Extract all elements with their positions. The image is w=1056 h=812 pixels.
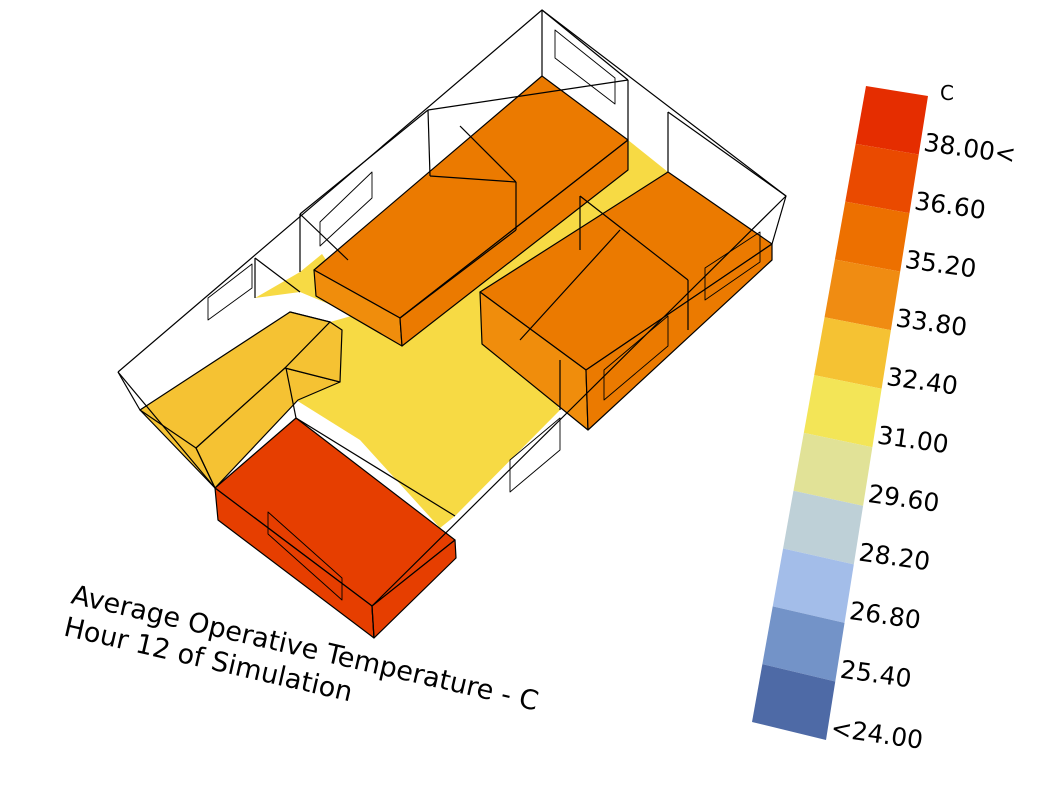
color-legend: C 38.00< 36.60 35.20 33.80 32.40 31.00 29.60 28…: [752, 81, 1018, 755]
legend-tick-label: 25.40: [838, 655, 913, 694]
legend-tick-label: 32.40: [885, 362, 960, 401]
legend-tick-label: 35.20: [903, 245, 978, 284]
window-west: [207, 263, 253, 321]
legend-swatch: [814, 317, 891, 389]
legend-tick-label: 28.20: [857, 538, 932, 577]
legend-swatch: [793, 432, 873, 506]
legend-swatch: [783, 490, 864, 565]
window-north-2: [319, 171, 373, 247]
legend-swatch: [824, 259, 901, 331]
legend-tick-label: <24.00: [829, 713, 925, 755]
zone-east-side: [585, 243, 773, 431]
legend-swatch: [834, 201, 910, 272]
zone-north-side: [399, 139, 629, 347]
legend-swatch: [752, 664, 836, 740]
legend-swatch: [845, 143, 919, 214]
legend-color-bar: [752, 86, 928, 740]
building-wireframe: [117, 9, 787, 639]
zone-corridor: [255, 140, 668, 528]
legend-tick-label: 38.00<: [922, 128, 1018, 170]
window-south-2: [267, 511, 343, 601]
legend-tick-label: 26.80: [848, 596, 923, 635]
legend-swatch: [803, 375, 882, 448]
legend-tick-label: 33.80: [894, 303, 969, 342]
building-model: [117, 9, 787, 639]
legend-tick-label: 31.00: [876, 420, 951, 459]
window-south-1: [509, 417, 561, 493]
window-north-1: [554, 29, 616, 105]
legend-tick-label: 36.60: [913, 186, 988, 225]
legend-swatch: [772, 548, 854, 623]
chart-title: Average Operative Temperature - C Hour 1…: [61, 580, 541, 718]
windows: [207, 29, 761, 601]
window-east-2: [603, 315, 669, 401]
legend-swatch: [855, 86, 928, 155]
legend-swatch: [762, 606, 845, 682]
partition-lines: [195, 125, 689, 517]
zone-west-upper-face: [284, 321, 343, 383]
legend-tick-label: 29.60: [866, 479, 941, 518]
legend-unit: C: [940, 81, 954, 105]
window-east-1: [704, 231, 761, 301]
